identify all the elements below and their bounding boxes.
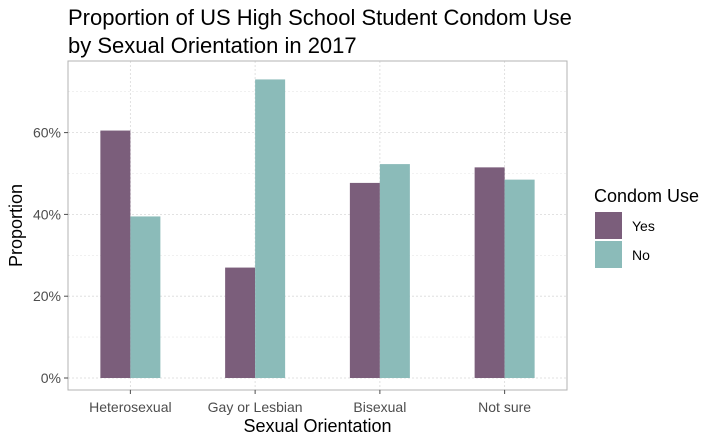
legend-title: Condom Use — [594, 186, 699, 206]
y-axis-title: Proportion — [6, 184, 26, 267]
x-axis-ticks: Heterosexual Gay or Lesbian Bisexual Not su… — [89, 390, 531, 415]
legend-key-yes — [595, 212, 622, 239]
x-tick-label: Heterosexual — [89, 399, 172, 415]
bar-yes-not-sure — [474, 167, 505, 378]
y-tick-label: 20% — [33, 288, 61, 304]
bar-yes-gay-or-lesbian — [225, 267, 256, 378]
chart-title-line-1: Proportion of US High School Student Con… — [68, 5, 572, 30]
bar-yes-bisexual — [349, 182, 380, 378]
x-axis-title: Sexual Orientation — [243, 416, 391, 436]
legend-label-yes: Yes — [632, 218, 655, 234]
bar-no-heterosexual — [130, 216, 161, 378]
y-axis-ticks: 0% 20% 40% 60% — [33, 125, 68, 386]
legend: Condom Use Yes No — [594, 186, 699, 268]
bar-yes-heterosexual — [100, 130, 131, 378]
bar-no-gay-or-lesbian — [255, 79, 286, 379]
plot-panel-border — [67, 60, 568, 391]
chart-title-line-2: by Sexual Orientation in 2017 — [68, 33, 357, 58]
legend-label-no: No — [632, 247, 650, 263]
bars — [100, 79, 535, 379]
legend-key-no — [595, 241, 622, 268]
x-tick-label: Gay or Lesbian — [208, 399, 303, 415]
y-tick-label: 40% — [33, 206, 61, 222]
y-tick-label: 0% — [41, 370, 61, 386]
x-tick-label: Bisexual — [353, 399, 406, 415]
bar-no-bisexual — [379, 164, 410, 378]
y-tick-label: 60% — [33, 125, 61, 141]
x-tick-label: Not sure — [478, 399, 531, 415]
bar-no-not-sure — [504, 179, 535, 378]
